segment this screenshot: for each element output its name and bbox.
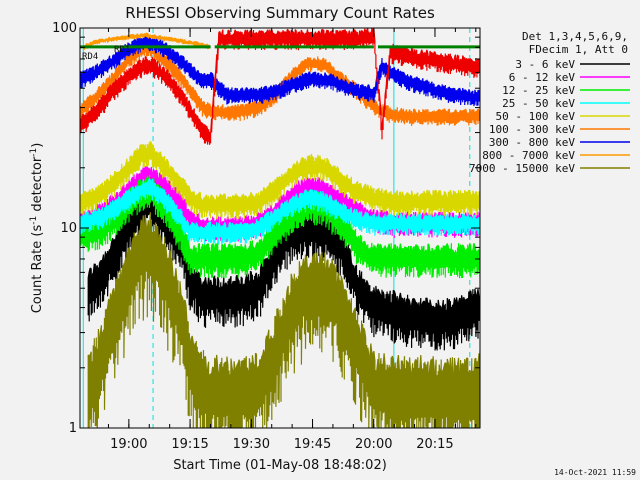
timestamp: 14-Oct-2021 11:59 <box>554 468 636 477</box>
plot-area: RD1 RD4 <box>80 28 480 428</box>
y-tick-label: 100 <box>52 21 77 36</box>
legend-label: 25 - 50 keV <box>502 97 575 110</box>
y-axis-label-part: Count Rate (s <box>30 225 45 314</box>
legend-header: FDecim 1, Att 0 <box>529 43 628 56</box>
legend: Det 1,3,4,5,6,9,FDecim 1, Att 0 3 - 6 keV… <box>469 30 630 175</box>
flag-label-rd4: RD4 <box>82 52 98 62</box>
y-axis-label-part: detector <box>30 156 45 216</box>
chart-title: RHESSI Observing Summary Count Rates <box>125 4 435 22</box>
axes: 19:00 19:15 19:30 19:45 20:00 20:15 1 10 100 <box>52 21 481 452</box>
x-tick-label: 20:15 <box>416 437 453 452</box>
flag-label-rd1: RD1 <box>114 45 130 55</box>
y-axis-label-superscript: -1 <box>29 148 39 157</box>
x-axis-label: Start Time (01-May-08 18:48:02) <box>173 458 387 473</box>
legend-label: 100 - 300 keV <box>489 123 575 136</box>
x-tick-label: 19:45 <box>294 437 331 452</box>
legend-label: 7000 - 15000 keV <box>469 162 575 175</box>
y-tick-label: 1 <box>69 421 77 436</box>
x-tick-label: 19:30 <box>233 437 270 452</box>
x-tick-label: 19:00 <box>110 437 147 452</box>
legend-label: 3 - 6 keV <box>515 58 575 71</box>
series-50-100-kev <box>80 140 480 220</box>
x-tick-label: 19:15 <box>171 437 208 452</box>
legend-label: 12 - 25 keV <box>502 84 575 97</box>
y-axis-label: Count Rate (s-1 detector-1) <box>29 143 45 314</box>
legend-label: 6 - 12 keV <box>509 71 576 84</box>
y-axis-label-part: ) <box>30 143 45 148</box>
y-tick-label: 10 <box>60 221 77 236</box>
series-25-50-kev <box>80 178 480 245</box>
plot-inner: RD1 RD4 <box>80 28 480 428</box>
legend-label: 300 - 800 keV <box>489 136 575 149</box>
series-7000-15000-kev <box>87 212 480 428</box>
legend-label: 50 - 100 keV <box>496 110 576 123</box>
legend-header: Det 1,3,4,5,6,9, <box>522 30 628 43</box>
legend-label: 800 - 7000 keV <box>482 149 575 162</box>
x-tick-label: 20:00 <box>355 437 392 452</box>
series-group <box>80 28 480 428</box>
series-extra-9 <box>80 28 480 145</box>
y-axis-label-superscript: -1 <box>29 216 39 225</box>
